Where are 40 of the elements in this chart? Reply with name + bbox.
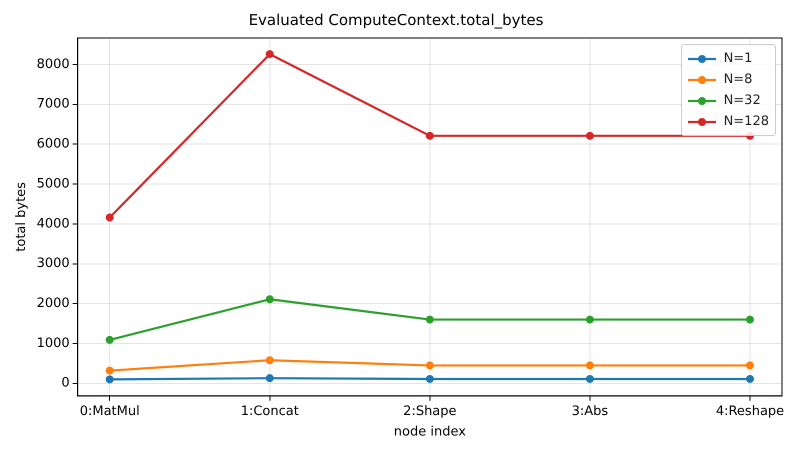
chart-title: Evaluated ComputeContext.total_bytes (248, 10, 544, 29)
point (106, 214, 114, 222)
x-axis-title: node index (394, 424, 466, 440)
x-tick-label: 3:Abs (572, 404, 608, 419)
y-tick-label: 5000 (36, 176, 70, 192)
y-tick-label: 1000 (36, 336, 70, 351)
point (746, 374, 754, 383)
point (426, 132, 434, 140)
point (426, 361, 434, 370)
y-axis-title: total bytes (14, 182, 30, 252)
legend-label: N=32 (724, 93, 761, 108)
x-tick-label: 4:Reshape (716, 404, 784, 419)
x-tick-label: 2:Shape (403, 404, 457, 419)
x-tick-label: 1:Concat (240, 404, 299, 419)
point (106, 375, 114, 384)
point (746, 316, 754, 324)
point (586, 132, 594, 140)
point (586, 361, 594, 370)
point (266, 374, 274, 382)
legend-label: N=128 (724, 114, 769, 129)
y-tick-label: 4000 (36, 216, 70, 232)
point (426, 374, 434, 383)
y-tick-label: 0 (61, 376, 70, 391)
y-tick-label: 8000 (36, 56, 70, 72)
y-tick-label: 3000 (36, 256, 70, 272)
legend-label: N=1 (724, 51, 752, 66)
point (266, 295, 274, 304)
y-tick-label: 7000 (36, 96, 70, 112)
point (106, 366, 114, 375)
point (266, 50, 274, 58)
point (266, 356, 274, 364)
y-tick-label: 6000 (36, 136, 70, 152)
point (586, 316, 594, 324)
point (586, 374, 594, 383)
point (746, 361, 754, 370)
legend-label: N=8 (724, 72, 752, 87)
point (426, 316, 434, 324)
point (106, 336, 114, 344)
y-tick-label: 2000 (36, 296, 70, 312)
x-tick-label: 0:MatMul (80, 404, 140, 419)
